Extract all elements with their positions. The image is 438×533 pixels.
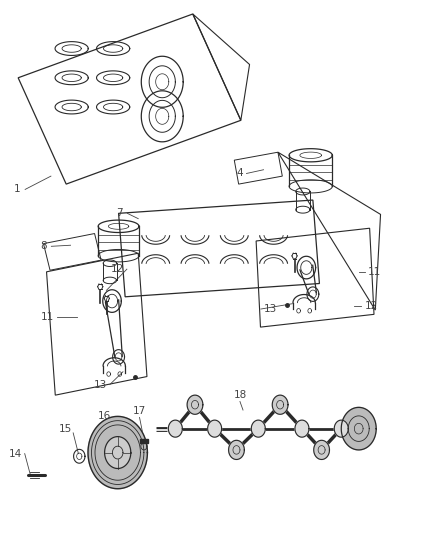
- Text: 12: 12: [364, 301, 378, 311]
- Text: 13: 13: [264, 304, 277, 314]
- Polygon shape: [105, 437, 131, 469]
- Text: 13: 13: [94, 379, 107, 390]
- Polygon shape: [187, 395, 203, 414]
- Text: 11: 11: [368, 267, 381, 277]
- Polygon shape: [295, 420, 309, 437]
- Text: 7: 7: [116, 208, 123, 219]
- Polygon shape: [168, 420, 182, 437]
- Text: 4: 4: [237, 168, 243, 179]
- Polygon shape: [341, 407, 376, 450]
- Text: 8: 8: [40, 241, 47, 251]
- Text: 14: 14: [8, 449, 22, 458]
- Polygon shape: [272, 395, 288, 414]
- Polygon shape: [208, 420, 222, 437]
- Bar: [140, 439, 148, 443]
- Polygon shape: [314, 440, 329, 459]
- Text: 1: 1: [14, 184, 21, 195]
- Text: 15: 15: [59, 424, 72, 434]
- Text: 17: 17: [133, 406, 146, 416]
- Text: 16: 16: [98, 411, 111, 422]
- Polygon shape: [229, 440, 244, 459]
- Text: 12: 12: [111, 264, 124, 274]
- Text: 11: 11: [41, 312, 54, 322]
- Polygon shape: [334, 420, 348, 437]
- Polygon shape: [251, 420, 265, 437]
- Text: 18: 18: [233, 390, 247, 400]
